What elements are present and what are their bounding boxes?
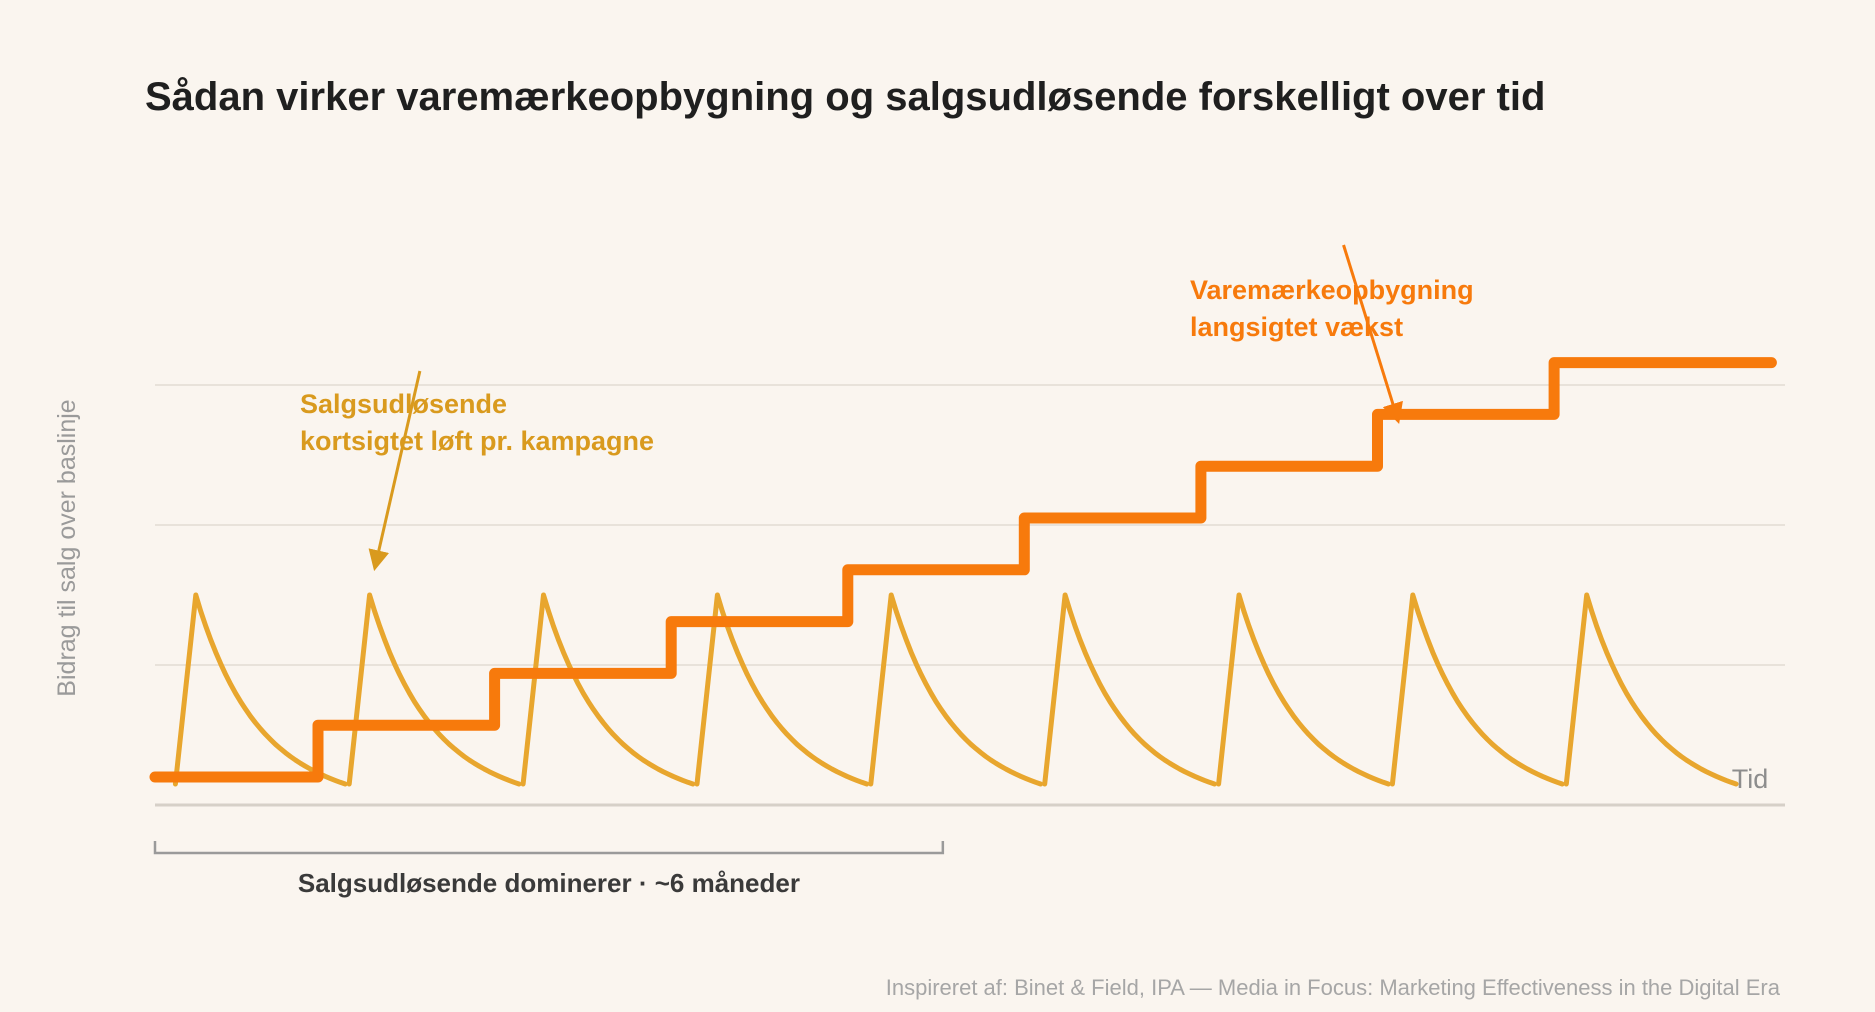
activation-spike-6: [1042, 592, 1217, 787]
activation-spike-5: [868, 592, 1044, 787]
x-axis-label: Tid: [1732, 764, 1769, 794]
annotation-1: Salgsudløsende kortsigtet løft pr. kampag…: [300, 389, 654, 456]
activation-spike-2: [346, 592, 522, 787]
annotation-1-line-2: kortsigtet løft pr. kampagne: [300, 426, 654, 456]
activation-spike-4: [694, 592, 870, 787]
source-note: Inspireret af: Binet & Field, IPA — Medi…: [886, 975, 1781, 1000]
activation-spike-8: [1389, 592, 1565, 787]
annotations: Salgsudløsende kortsigtet løft pr. kampag…: [300, 244, 1474, 572]
annotation-1-arrow: [368, 370, 422, 572]
annotation-2: Varemærkeopbygning langsigtet vækst: [1190, 275, 1474, 342]
bracket-line: [153, 841, 945, 855]
activation-series: [172, 592, 1739, 787]
activation-spike-7: [1216, 592, 1391, 787]
chart-title: Sådan virker varemærkeopbygning og salgs…: [145, 75, 1545, 119]
annotation-2-line-1: Varemærkeopbygning: [1190, 275, 1474, 305]
annotation-2-arrow: [1342, 244, 1403, 425]
activation-spike-3: [520, 592, 696, 787]
activation-spike-9: [1563, 592, 1739, 787]
y-axis-label: Bidrag til salg over baslinje: [53, 399, 81, 696]
brand-step-line: [149, 357, 1777, 783]
bracket-label: Salgsudløsende dominerer · ~6 måneder: [298, 868, 800, 898]
time-bracket: Salgsudløsende dominerer · ~6 måneder: [153, 841, 945, 898]
annotation-1-line-1: Salgsudløsende: [300, 389, 507, 419]
brand-series: [149, 357, 1777, 783]
grid-lines: [155, 384, 1785, 807]
